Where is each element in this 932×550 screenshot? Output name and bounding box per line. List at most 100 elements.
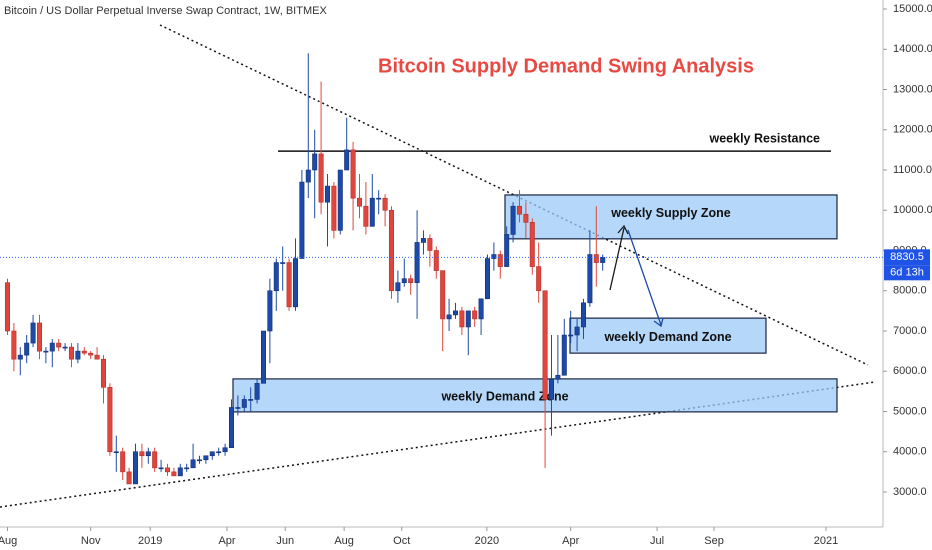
- candle-body: [440, 270, 446, 320]
- candle-body: [484, 258, 490, 300]
- candle-body: [388, 209, 394, 292]
- candle-body: [4, 282, 10, 332]
- candle-body: [68, 346, 74, 360]
- candle-body: [427, 238, 433, 251]
- candle-body: [324, 185, 330, 203]
- y-tick-label: 10000.0: [893, 204, 932, 216]
- y-tick-label: 15000.0: [893, 3, 932, 15]
- candle-body: [305, 169, 311, 183]
- candle-body: [331, 185, 337, 231]
- y-tick-label: 5000.0: [893, 405, 927, 417]
- candle-body: [11, 330, 17, 360]
- candle-body: [30, 322, 36, 344]
- candle-body: [56, 342, 62, 348]
- candle-body: [369, 197, 375, 227]
- x-tick-label: Oct: [393, 535, 410, 547]
- candle-body: [43, 350, 49, 353]
- candle-body: [452, 310, 458, 316]
- trend-line: [159, 24, 869, 366]
- candle-body: [472, 310, 478, 320]
- x-tick-label: Sep: [704, 535, 724, 547]
- candle-body: [478, 298, 484, 320]
- candle-body: [420, 238, 426, 243]
- zone-label: weekly Demand Zone: [603, 330, 731, 344]
- x-tick-label: Apr: [562, 535, 579, 547]
- candle-body: [113, 451, 119, 454]
- candle-body: [408, 278, 414, 283]
- candle-body: [120, 451, 126, 473]
- candle-body: [516, 205, 522, 215]
- candle-body: [574, 326, 580, 336]
- zone-label: weekly Supply Zone: [610, 206, 731, 220]
- candle-body: [568, 334, 574, 337]
- candle-body: [241, 399, 247, 408]
- y-tick-label: 11000.0: [893, 164, 932, 176]
- candle-body: [81, 350, 87, 354]
- candle-body: [184, 467, 190, 470]
- candle-body: [312, 153, 318, 171]
- header: Bitcoin / US Dollar Perpetual Inverse Sw…: [4, 5, 327, 17]
- y-tick-label: 3000.0: [893, 486, 927, 498]
- candle-body: [209, 451, 215, 457]
- candle-body: [555, 374, 561, 380]
- candle-body: [446, 314, 452, 320]
- candle-body: [196, 459, 202, 462]
- candle-body: [235, 407, 241, 409]
- candle-body: [248, 399, 254, 401]
- y-tick-label: 4000.0: [893, 446, 927, 458]
- candle-body: [203, 455, 209, 461]
- candle-body: [292, 258, 298, 308]
- candle-body: [228, 407, 234, 449]
- candle-body: [299, 181, 305, 259]
- candle-body: [536, 266, 542, 292]
- candle-body: [542, 290, 548, 400]
- candle-body: [88, 352, 94, 356]
- candle-body: [36, 322, 42, 352]
- candle-body: [356, 197, 362, 207]
- candle-body: [273, 262, 279, 292]
- candle-body: [286, 262, 292, 308]
- candle-body: [260, 330, 266, 384]
- candle-body: [62, 346, 68, 349]
- chart-title: Bitcoin Supply Demand Swing Analysis: [378, 55, 754, 77]
- x-tick-label: Jul: [650, 535, 664, 547]
- candle-body: [280, 262, 286, 264]
- candle-body: [254, 383, 260, 400]
- candle-body: [216, 451, 222, 454]
- candle-body: [17, 354, 23, 360]
- candle-body: [132, 451, 138, 485]
- x-tick-label: 2019: [138, 535, 162, 547]
- arrow-up: [609, 224, 629, 291]
- arrow-down: [627, 229, 664, 328]
- candle-body: [561, 334, 567, 376]
- candle-body: [433, 250, 439, 271]
- x-tick-label: 2020: [475, 535, 499, 547]
- last-price-label: 8830.5: [890, 251, 924, 263]
- candle-body: [100, 358, 106, 388]
- candle-body: [126, 471, 132, 485]
- zone-label: weekly Demand Zone: [440, 390, 568, 404]
- candle-body: [107, 387, 113, 453]
- x-tick-label: Aug: [0, 535, 17, 547]
- candle-body: [190, 459, 196, 469]
- candle-body: [164, 467, 170, 473]
- arrows: [609, 224, 664, 328]
- candle-body: [529, 222, 535, 267]
- y-tick-label: 12000.0: [893, 124, 932, 136]
- candle-body: [337, 169, 343, 231]
- candle-body: [267, 290, 273, 332]
- candle-body: [318, 153, 324, 203]
- candle-body: [24, 342, 30, 356]
- candle-body: [177, 467, 183, 477]
- candle-body: [139, 451, 145, 457]
- candle-body: [414, 242, 420, 283]
- candle-body: [363, 205, 369, 227]
- candle-body: [49, 342, 55, 352]
- last-price-tag: [884, 249, 930, 266]
- y-tick-label: 14000.0: [893, 43, 932, 55]
- candle-body: [145, 451, 151, 457]
- candle-body: [504, 234, 510, 267]
- candle-body: [600, 257, 606, 263]
- y-tick-label: 8000.0: [893, 285, 927, 297]
